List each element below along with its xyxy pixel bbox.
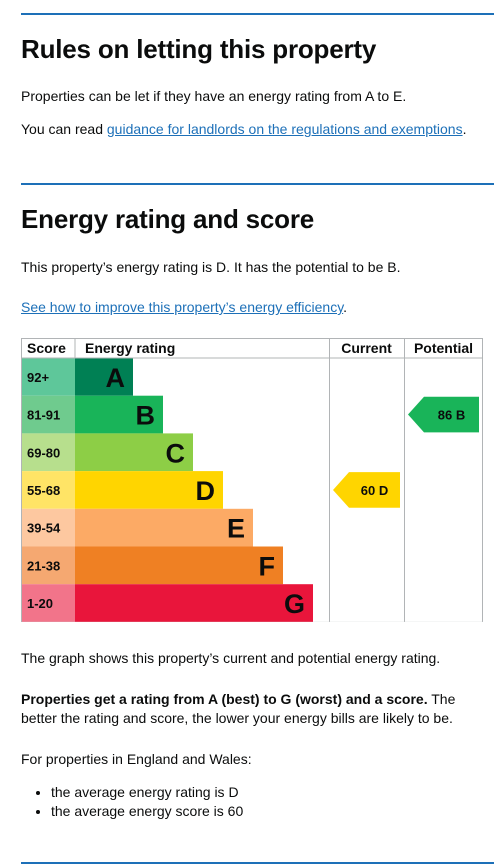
band-letter-e: E	[227, 514, 245, 544]
score-range-b: 81-91	[27, 408, 60, 423]
potential-rating-arrow	[408, 396, 479, 433]
band-bar-f	[75, 546, 283, 585]
letting-rating-range-text: Properties can be let if they have an en…	[21, 88, 407, 104]
score-cell-d	[21, 471, 75, 509]
band-letter-a: A	[106, 363, 126, 393]
letting-guidance-text: You can read guidance for landlords on t…	[21, 120, 491, 139]
score-range-a: 92+	[27, 370, 49, 385]
section-divider-top	[21, 13, 494, 15]
header-current: Current	[341, 340, 392, 356]
energy-rating-chart: Score Energy rating Current Potential 92+ A 81…	[21, 338, 483, 627]
landlord-guidance-link[interactable]: guidance for landlords on the regulation…	[106, 121, 463, 137]
rating-explanation: Properties get a rating from A (best) to…	[21, 690, 491, 728]
score-cell-e	[21, 508, 75, 547]
score-cell-c	[21, 433, 75, 472]
header-score: Score	[27, 340, 66, 356]
score-cell-a	[21, 358, 75, 396]
regions-text: For properties in England and Wales:	[21, 751, 252, 767]
current-rating-label: 60 D	[361, 483, 388, 498]
band-bar-a	[75, 358, 133, 396]
band-letter-b: B	[136, 401, 156, 431]
score-cell-g	[21, 584, 75, 622]
band-bar-d	[75, 471, 223, 509]
band-bar-c	[75, 433, 193, 472]
letting-heading: Rules on letting this property	[21, 34, 377, 64]
current-rating-arrow	[333, 472, 400, 508]
section-divider-middle	[21, 183, 494, 185]
score-range-d: 55-68	[27, 483, 60, 498]
graph-note: The graph shows this property’s current …	[21, 650, 441, 666]
header-potential: Potential	[414, 340, 473, 356]
averages-list: the average energy rating is D the avera…	[21, 783, 243, 821]
score-range-e: 39-54	[27, 521, 61, 536]
band-bar-g	[75, 584, 313, 622]
band-letter-c: C	[166, 438, 186, 468]
rating-explanation-bold: Properties get a rating from A (best) to…	[21, 691, 428, 707]
energy-rating-summary: This property’s energy rating is D. It h…	[21, 259, 401, 275]
potential-rating-label: 86 B	[438, 408, 465, 423]
guidance-suffix: .	[462, 121, 467, 137]
rating-explanation-rest: The better the rating and score, the low…	[21, 691, 456, 726]
score-cell-b	[21, 395, 75, 434]
improve-efficiency-text: See how to improve this property’s energ…	[21, 298, 491, 317]
score-range-g: 1-20	[27, 596, 53, 611]
list-item: the average energy rating is D	[51, 783, 243, 802]
score-cell-f	[21, 546, 75, 585]
score-range-f: 21-38	[27, 558, 60, 573]
band-bar-b	[75, 395, 163, 434]
improve-suffix: .	[343, 299, 348, 315]
band-letter-f: F	[259, 551, 276, 581]
score-range-c: 69-80	[27, 445, 60, 460]
section-divider-bottom	[21, 862, 494, 864]
band-bar-e	[75, 508, 253, 547]
list-item: the average energy score is 60	[51, 802, 243, 821]
energy-heading: Energy rating and score	[21, 204, 315, 234]
header-energy-rating: Energy rating	[85, 340, 175, 356]
band-letter-d: D	[196, 476, 216, 506]
guidance-prefix: You can read	[21, 121, 107, 137]
energy-rating-graph: Score Energy rating Current Potential 92+ A 81…	[21, 338, 483, 623]
improve-efficiency-link[interactable]: See how to improve this property’s energ…	[21, 299, 344, 315]
band-letter-g: G	[284, 589, 305, 619]
